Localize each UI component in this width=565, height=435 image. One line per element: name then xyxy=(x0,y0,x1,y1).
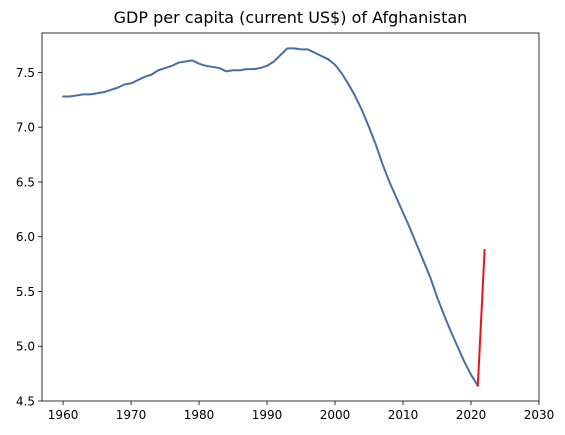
y-tick-label: 5.5 xyxy=(16,285,35,299)
y-axis: 4.5 5.0 5.5 6.0 6.5 7.0 7.5 xyxy=(16,66,42,409)
chart-title: GDP per capita (current US$) of Afghanis… xyxy=(114,8,468,27)
series-line-1 xyxy=(476,248,486,387)
x-tick-label: 2000 xyxy=(320,408,351,422)
x-tick-label: 2020 xyxy=(456,408,487,422)
x-tick-label: 1990 xyxy=(252,408,283,422)
y-tick-label: 7.5 xyxy=(16,66,35,80)
series-line-0 xyxy=(62,47,479,387)
y-tick-label: 7.0 xyxy=(16,121,35,135)
y-tick-label: 6.5 xyxy=(16,175,35,189)
y-tick-label: 6.0 xyxy=(16,230,35,244)
y-tick-label: 4.5 xyxy=(16,395,35,409)
x-tick-label: 2010 xyxy=(388,408,419,422)
series-layer xyxy=(62,47,486,387)
x-tick-label: 2030 xyxy=(524,408,555,422)
x-tick-label: 1970 xyxy=(116,408,147,422)
x-tick-label: 1960 xyxy=(48,408,79,422)
x-axis: 1960 1970 1980 1990 2000 2010 2020 2030 xyxy=(48,401,554,422)
x-tick-label: 1980 xyxy=(184,408,215,422)
y-tick-label: 5.0 xyxy=(16,340,35,354)
plot-frame xyxy=(41,32,540,402)
